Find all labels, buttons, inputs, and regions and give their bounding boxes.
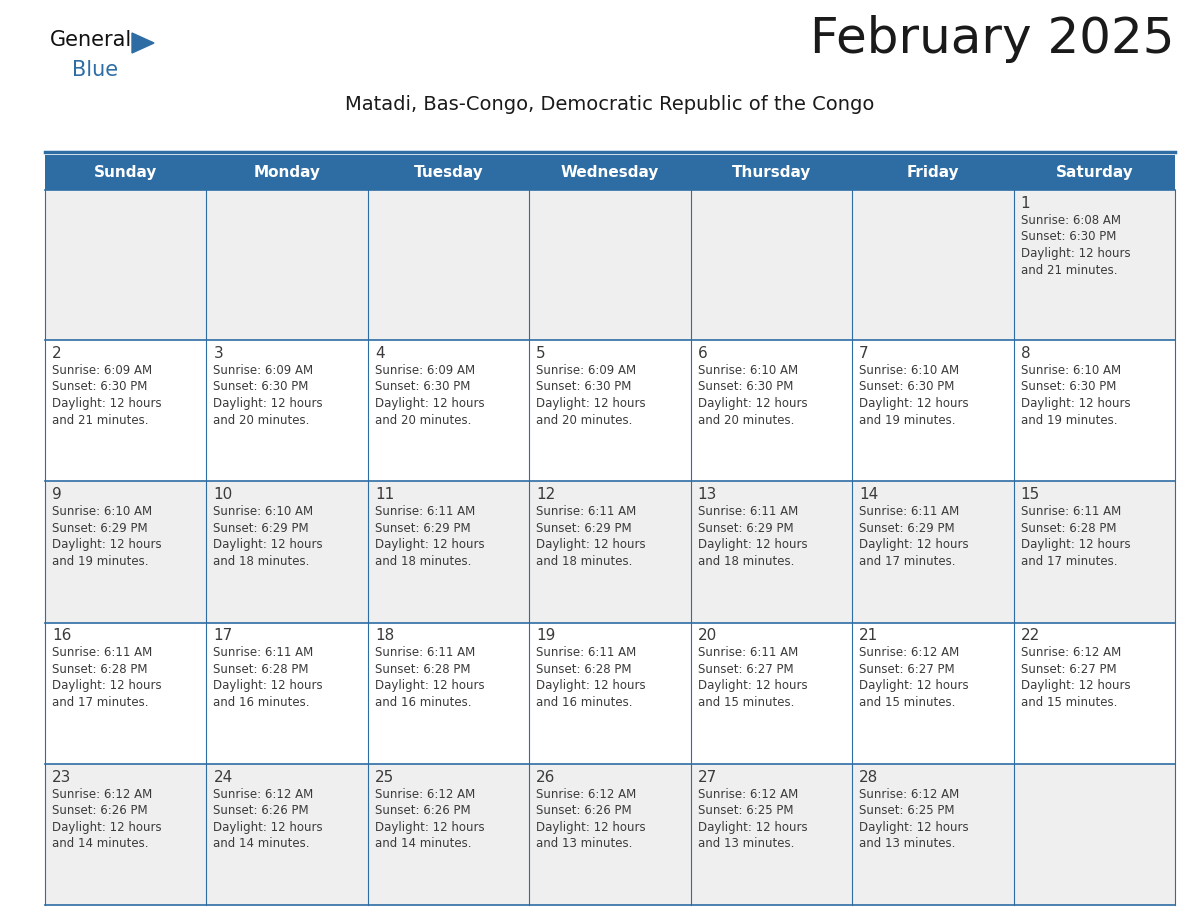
Text: Sunrise: 6:12 AM
Sunset: 6:27 PM
Daylight: 12 hours
and 15 minutes.: Sunrise: 6:12 AM Sunset: 6:27 PM Dayligh… [1020,646,1130,709]
Text: 15: 15 [1020,487,1040,502]
Text: Sunrise: 6:12 AM
Sunset: 6:26 PM
Daylight: 12 hours
and 14 minutes.: Sunrise: 6:12 AM Sunset: 6:26 PM Dayligh… [375,788,485,850]
Text: 28: 28 [859,770,878,785]
Text: 6: 6 [697,346,708,361]
Text: 16: 16 [52,629,71,644]
Text: 11: 11 [375,487,394,502]
Text: 2: 2 [52,346,62,361]
Text: Sunrise: 6:12 AM
Sunset: 6:26 PM
Daylight: 12 hours
and 14 minutes.: Sunrise: 6:12 AM Sunset: 6:26 PM Dayligh… [214,788,323,850]
Text: 3: 3 [214,346,223,361]
Text: Sunrise: 6:09 AM
Sunset: 6:30 PM
Daylight: 12 hours
and 21 minutes.: Sunrise: 6:09 AM Sunset: 6:30 PM Dayligh… [52,364,162,427]
Text: Sunrise: 6:11 AM
Sunset: 6:28 PM
Daylight: 12 hours
and 16 minutes.: Sunrise: 6:11 AM Sunset: 6:28 PM Dayligh… [536,646,646,709]
Text: Sunrise: 6:11 AM
Sunset: 6:28 PM
Daylight: 12 hours
and 16 minutes.: Sunrise: 6:11 AM Sunset: 6:28 PM Dayligh… [375,646,485,709]
Text: 10: 10 [214,487,233,502]
Text: Sunrise: 6:11 AM
Sunset: 6:29 PM
Daylight: 12 hours
and 18 minutes.: Sunrise: 6:11 AM Sunset: 6:29 PM Dayligh… [375,505,485,567]
Text: 27: 27 [697,770,718,785]
Text: Sunrise: 6:12 AM
Sunset: 6:27 PM
Daylight: 12 hours
and 15 minutes.: Sunrise: 6:12 AM Sunset: 6:27 PM Dayligh… [859,646,968,709]
Text: Sunrise: 6:09 AM
Sunset: 6:30 PM
Daylight: 12 hours
and 20 minutes.: Sunrise: 6:09 AM Sunset: 6:30 PM Dayligh… [375,364,485,427]
Text: Sunrise: 6:10 AM
Sunset: 6:30 PM
Daylight: 12 hours
and 20 minutes.: Sunrise: 6:10 AM Sunset: 6:30 PM Dayligh… [697,364,808,427]
Text: 12: 12 [536,487,556,502]
Text: 25: 25 [375,770,394,785]
Text: 13: 13 [697,487,718,502]
Text: Sunrise: 6:10 AM
Sunset: 6:29 PM
Daylight: 12 hours
and 19 minutes.: Sunrise: 6:10 AM Sunset: 6:29 PM Dayligh… [52,505,162,567]
Text: Friday: Friday [906,165,959,180]
Text: Sunrise: 6:11 AM
Sunset: 6:27 PM
Daylight: 12 hours
and 15 minutes.: Sunrise: 6:11 AM Sunset: 6:27 PM Dayligh… [697,646,808,709]
Text: 26: 26 [536,770,556,785]
Text: Matadi, Bas-Congo, Democratic Republic of the Congo: Matadi, Bas-Congo, Democratic Republic o… [346,95,874,114]
Bar [45,481,1175,622]
Text: Sunday: Sunday [94,165,157,180]
Text: Sunrise: 6:11 AM
Sunset: 6:28 PM
Daylight: 12 hours
and 17 minutes.: Sunrise: 6:11 AM Sunset: 6:28 PM Dayligh… [1020,505,1130,567]
Bar [45,764,1175,905]
Bar [45,155,1175,190]
Text: Sunrise: 6:10 AM
Sunset: 6:30 PM
Daylight: 12 hours
and 19 minutes.: Sunrise: 6:10 AM Sunset: 6:30 PM Dayligh… [1020,364,1130,427]
Text: 21: 21 [859,629,878,644]
Text: Sunrise: 6:08 AM
Sunset: 6:30 PM
Daylight: 12 hours
and 21 minutes.: Sunrise: 6:08 AM Sunset: 6:30 PM Dayligh… [1020,214,1130,276]
Text: Saturday: Saturday [1055,165,1133,180]
Text: Tuesday: Tuesday [413,165,484,180]
Text: 22: 22 [1020,629,1040,644]
Bar [45,190,1175,340]
Text: 1: 1 [1020,196,1030,211]
Text: Sunrise: 6:12 AM
Sunset: 6:25 PM
Daylight: 12 hours
and 13 minutes.: Sunrise: 6:12 AM Sunset: 6:25 PM Dayligh… [859,788,968,850]
Text: Sunrise: 6:11 AM
Sunset: 6:28 PM
Daylight: 12 hours
and 17 minutes.: Sunrise: 6:11 AM Sunset: 6:28 PM Dayligh… [52,646,162,709]
Polygon shape [132,33,154,53]
Text: Sunrise: 6:11 AM
Sunset: 6:29 PM
Daylight: 12 hours
and 17 minutes.: Sunrise: 6:11 AM Sunset: 6:29 PM Dayligh… [859,505,968,567]
Text: 24: 24 [214,770,233,785]
Text: February 2025: February 2025 [810,15,1175,63]
Text: Sunrise: 6:12 AM
Sunset: 6:25 PM
Daylight: 12 hours
and 13 minutes.: Sunrise: 6:12 AM Sunset: 6:25 PM Dayligh… [697,788,808,850]
Text: Thursday: Thursday [732,165,811,180]
Text: General: General [50,30,132,50]
Text: Wednesday: Wednesday [561,165,659,180]
Text: 14: 14 [859,487,878,502]
Text: 4: 4 [375,346,385,361]
Bar [45,340,1175,481]
Text: 9: 9 [52,487,62,502]
Text: Sunrise: 6:11 AM
Sunset: 6:29 PM
Daylight: 12 hours
and 18 minutes.: Sunrise: 6:11 AM Sunset: 6:29 PM Dayligh… [697,505,808,567]
Text: 19: 19 [536,629,556,644]
Text: Sunrise: 6:12 AM
Sunset: 6:26 PM
Daylight: 12 hours
and 14 minutes.: Sunrise: 6:12 AM Sunset: 6:26 PM Dayligh… [52,788,162,850]
Bar [45,622,1175,764]
Text: 20: 20 [697,629,718,644]
Text: 5: 5 [536,346,546,361]
Text: Monday: Monday [254,165,321,180]
Text: Sunrise: 6:12 AM
Sunset: 6:26 PM
Daylight: 12 hours
and 13 minutes.: Sunrise: 6:12 AM Sunset: 6:26 PM Dayligh… [536,788,646,850]
Text: Sunrise: 6:10 AM
Sunset: 6:30 PM
Daylight: 12 hours
and 19 minutes.: Sunrise: 6:10 AM Sunset: 6:30 PM Dayligh… [859,364,968,427]
Text: 23: 23 [52,770,71,785]
Text: Blue: Blue [72,60,118,80]
Text: 8: 8 [1020,346,1030,361]
Text: Sunrise: 6:09 AM
Sunset: 6:30 PM
Daylight: 12 hours
and 20 minutes.: Sunrise: 6:09 AM Sunset: 6:30 PM Dayligh… [214,364,323,427]
Text: 17: 17 [214,629,233,644]
Text: 18: 18 [375,629,394,644]
Text: Sunrise: 6:11 AM
Sunset: 6:29 PM
Daylight: 12 hours
and 18 minutes.: Sunrise: 6:11 AM Sunset: 6:29 PM Dayligh… [536,505,646,567]
Text: Sunrise: 6:11 AM
Sunset: 6:28 PM
Daylight: 12 hours
and 16 minutes.: Sunrise: 6:11 AM Sunset: 6:28 PM Dayligh… [214,646,323,709]
Text: Sunrise: 6:10 AM
Sunset: 6:29 PM
Daylight: 12 hours
and 18 minutes.: Sunrise: 6:10 AM Sunset: 6:29 PM Dayligh… [214,505,323,567]
Text: Sunrise: 6:09 AM
Sunset: 6:30 PM
Daylight: 12 hours
and 20 minutes.: Sunrise: 6:09 AM Sunset: 6:30 PM Dayligh… [536,364,646,427]
Text: 7: 7 [859,346,868,361]
